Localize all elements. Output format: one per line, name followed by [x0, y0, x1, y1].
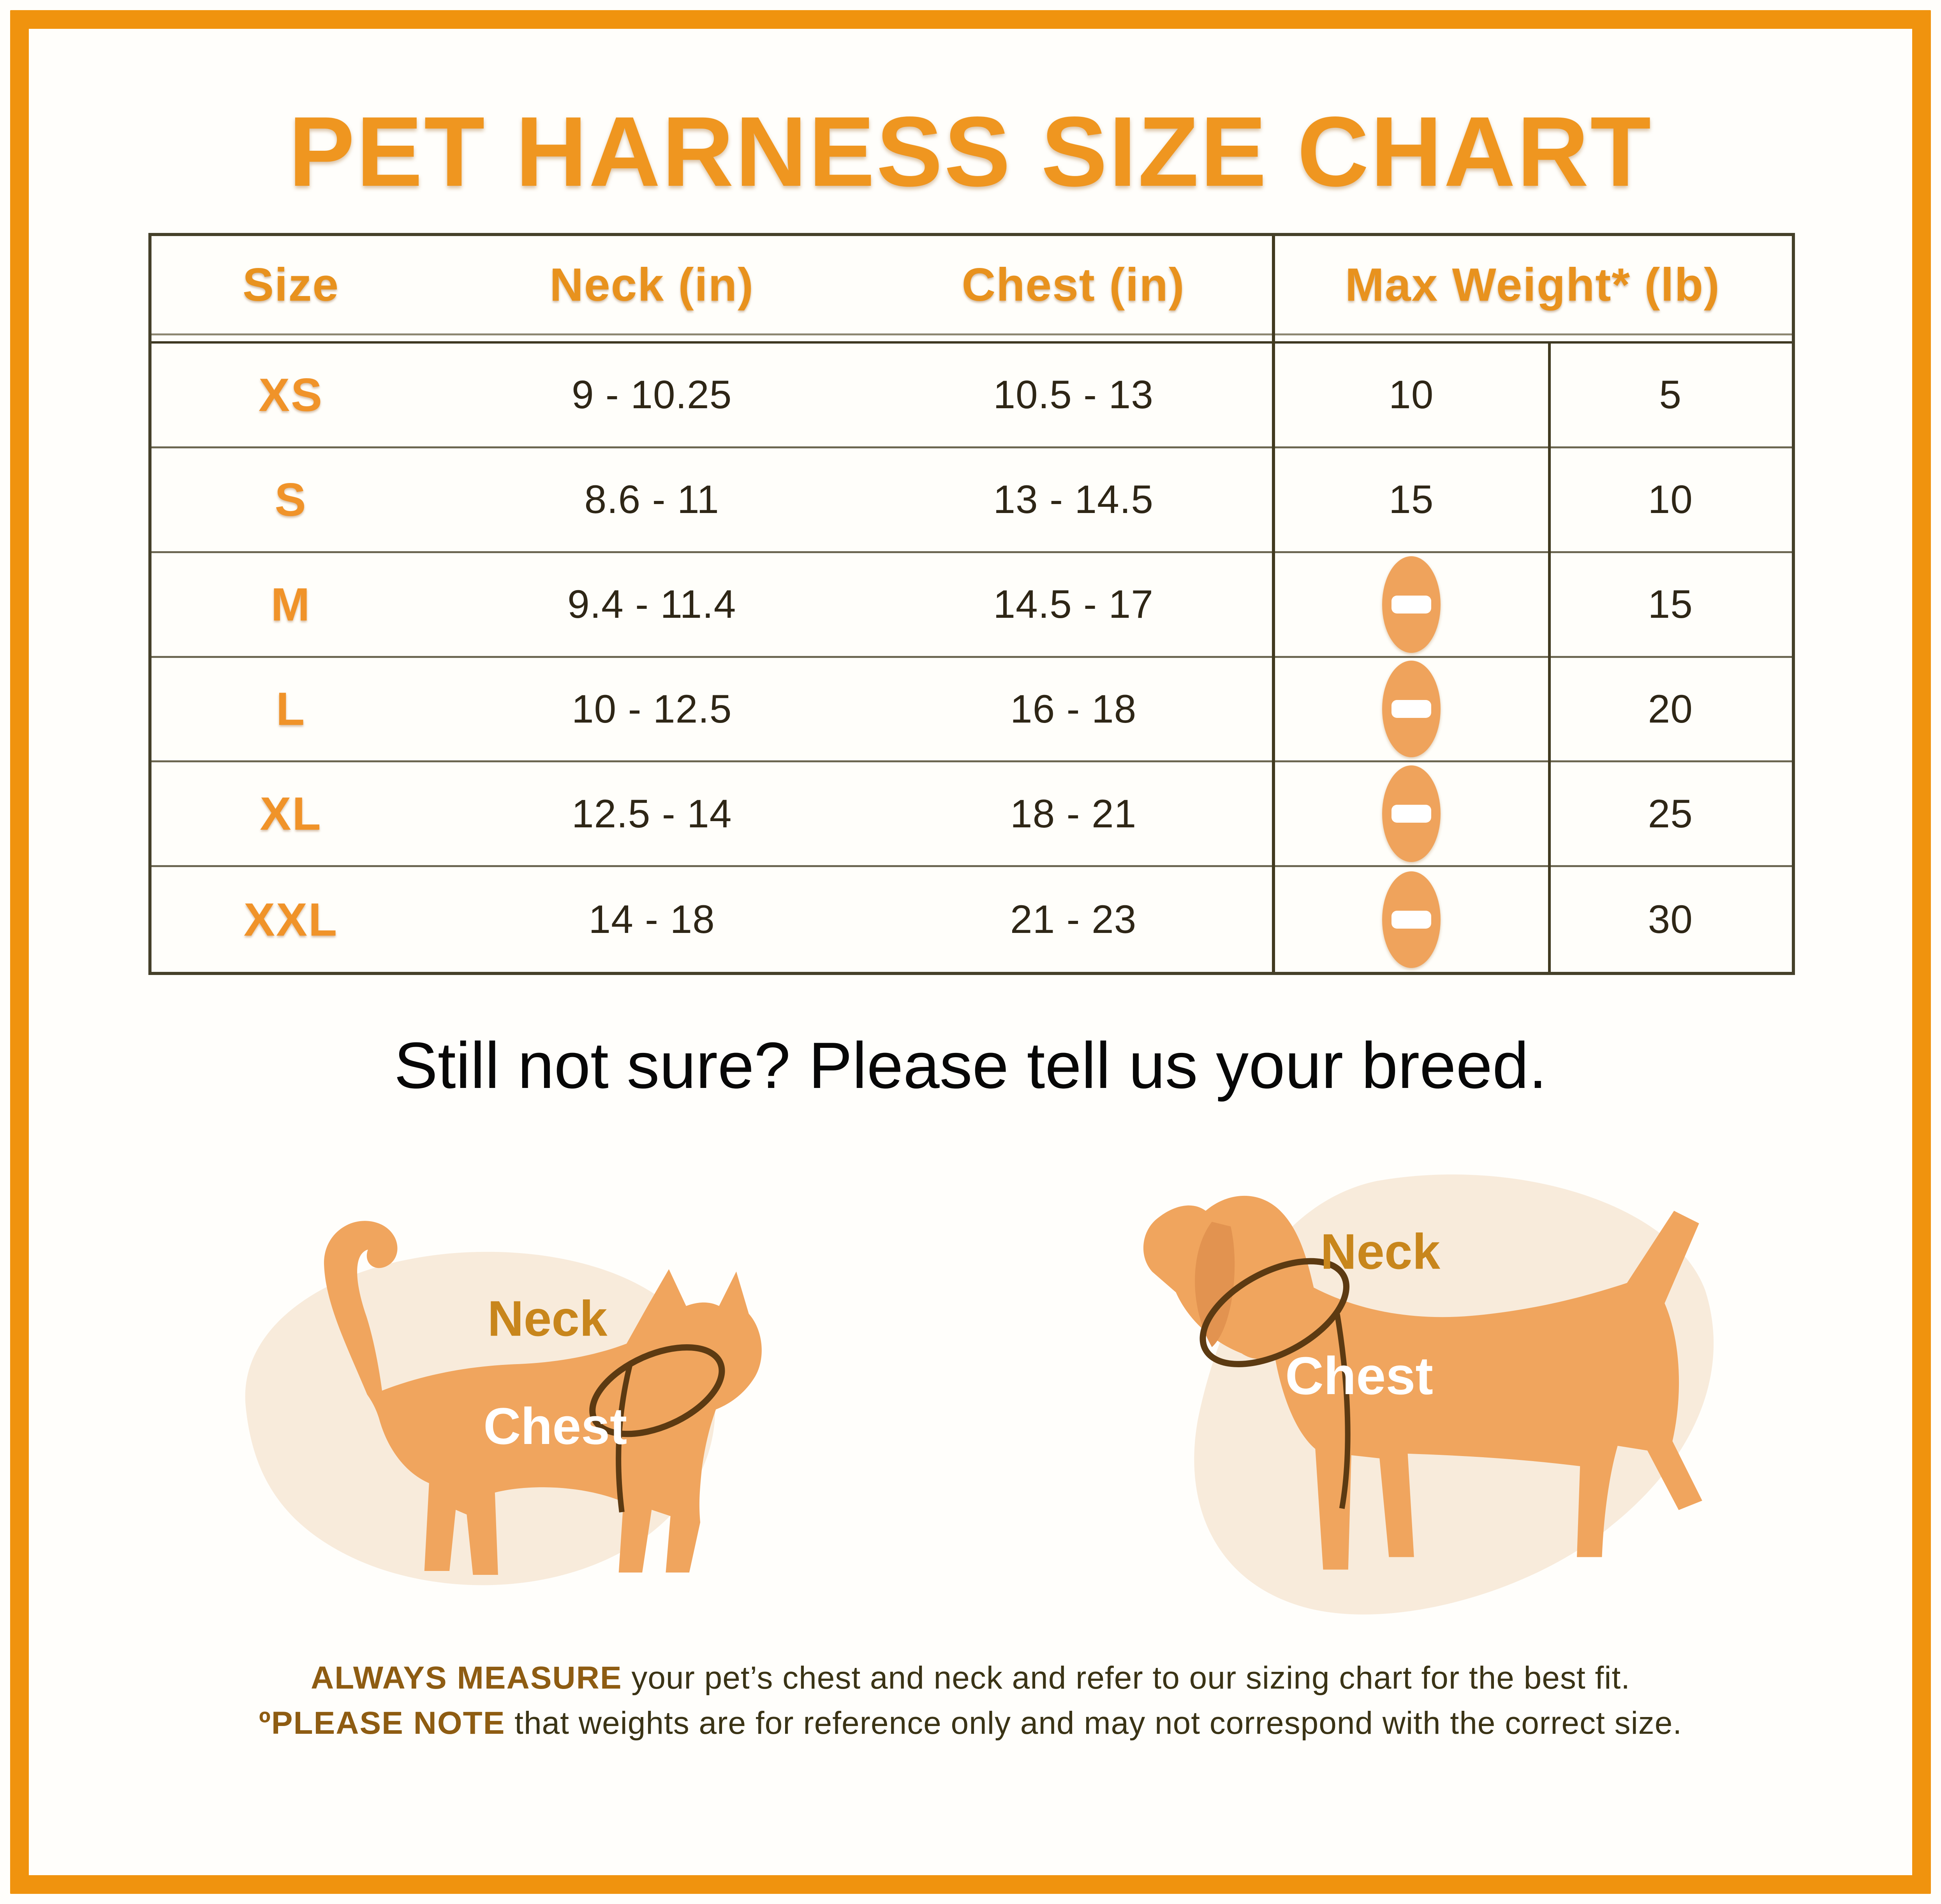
table-cell: M — [151, 553, 431, 658]
no-weight-dash-icon — [1382, 661, 1441, 758]
table-cell: 21 - 23 — [1010, 897, 1137, 942]
dash-bar — [1391, 910, 1431, 929]
table-cell — [1273, 867, 1549, 972]
dog-measurement-diagram: Neck Chest — [1143, 1174, 1714, 1615]
table-cell: 12.5 - 14 — [430, 762, 874, 867]
table-cell: 18 - 21 — [873, 762, 1273, 867]
cat-measurement-diagram: Neck Chest — [245, 1221, 762, 1585]
dog-silhouette — [1143, 1195, 1702, 1570]
cat-chest-strap-line — [616, 1365, 632, 1513]
dash-bar — [1391, 700, 1431, 718]
table-cell: 10.5 - 13 — [873, 344, 1273, 448]
table-cell: L — [151, 658, 431, 763]
table-cell: 25 — [1549, 762, 1792, 867]
table-cell: XXL — [243, 893, 338, 946]
table-cell: 14.5 - 17 — [873, 553, 1273, 658]
cat-chest-label: Chest — [483, 1398, 627, 1455]
table-cell: 20 — [1549, 658, 1792, 763]
table-cell: 15 — [1549, 553, 1792, 658]
footnote-measure-text: your pet’s chest and neck and refer to o… — [622, 1660, 1631, 1696]
table-cell: XS — [151, 344, 431, 448]
footnote-please-note: ºPLEASE NOTE that weights are for refere… — [0, 1701, 1941, 1746]
table-cell: 10 — [1273, 344, 1549, 448]
dash-bar — [1391, 595, 1431, 614]
footnote-measure-bold: ALWAYS MEASURE — [310, 1660, 622, 1696]
column-header-size: Size — [242, 259, 340, 311]
no-weight-dash-icon — [1382, 871, 1441, 968]
breed-question-text: Still not sure? Please tell us your bree… — [394, 1029, 1547, 1102]
size-table-grid: Size Neck (in) Chest (in) Max Weight* (l… — [151, 236, 1792, 972]
footnote-measure: ALWAYS MEASURE your pet’s chest and neck… — [0, 1655, 1941, 1701]
table-cell: 10 - 12.5 — [430, 658, 874, 763]
table-cell: 9.4 - 11.4 — [430, 553, 874, 658]
column-header-chest: Chest (in) — [962, 259, 1185, 311]
dog-ear — [1195, 1222, 1235, 1347]
column-header-max-weight: Max Weight* (lb) — [1345, 259, 1721, 311]
table-cell: 9 - 10.25 — [430, 344, 874, 448]
max-weight-column-divider — [1272, 236, 1275, 972]
table-cell: 16 - 18 — [873, 658, 1273, 763]
table-cell: 5 — [1549, 344, 1792, 448]
table-cell: 30 — [1648, 897, 1693, 942]
dog-chest-strap-line — [1334, 1313, 1351, 1509]
footnotes: ALWAYS MEASURE your pet’s chest and neck… — [0, 1655, 1941, 1746]
table-cell: XL — [151, 762, 431, 867]
cat-neck-ring — [589, 1344, 725, 1437]
cat-silhouette — [324, 1221, 762, 1575]
table-cell: 15 — [1273, 448, 1549, 553]
page-title: PET HARNESS SIZE CHART — [288, 96, 1653, 207]
table-cell: 13 - 14.5 — [873, 448, 1273, 553]
table-cell — [1273, 658, 1549, 763]
table-cell — [1273, 762, 1549, 867]
header-separator-line — [151, 333, 1792, 344]
max-weight-subcolumn-divider — [1548, 344, 1551, 972]
no-weight-dash-icon — [1382, 556, 1441, 653]
dog-chest-label: Chest — [1285, 1346, 1433, 1405]
dog-neck-label: Neck — [1320, 1223, 1440, 1280]
table-cell: 10 — [1549, 448, 1792, 553]
dash-bar — [1391, 805, 1431, 823]
table-cell: 14 - 18 — [588, 897, 715, 942]
footnote-note-bold: ºPLEASE NOTE — [259, 1705, 506, 1741]
no-weight-dash-icon — [1382, 765, 1441, 862]
size-table: Size Neck (in) Chest (in) Max Weight* (l… — [148, 233, 1795, 975]
footnote-note-text: that weights are for reference only and … — [505, 1705, 1682, 1741]
column-header-neck: Neck (in) — [550, 259, 754, 311]
table-cell — [1273, 553, 1549, 658]
table-cell: 8.6 - 11 — [430, 448, 874, 553]
dog-neck-ring — [1199, 1258, 1350, 1367]
table-cell: S — [151, 448, 431, 553]
cat-neck-label: Neck — [488, 1290, 608, 1347]
